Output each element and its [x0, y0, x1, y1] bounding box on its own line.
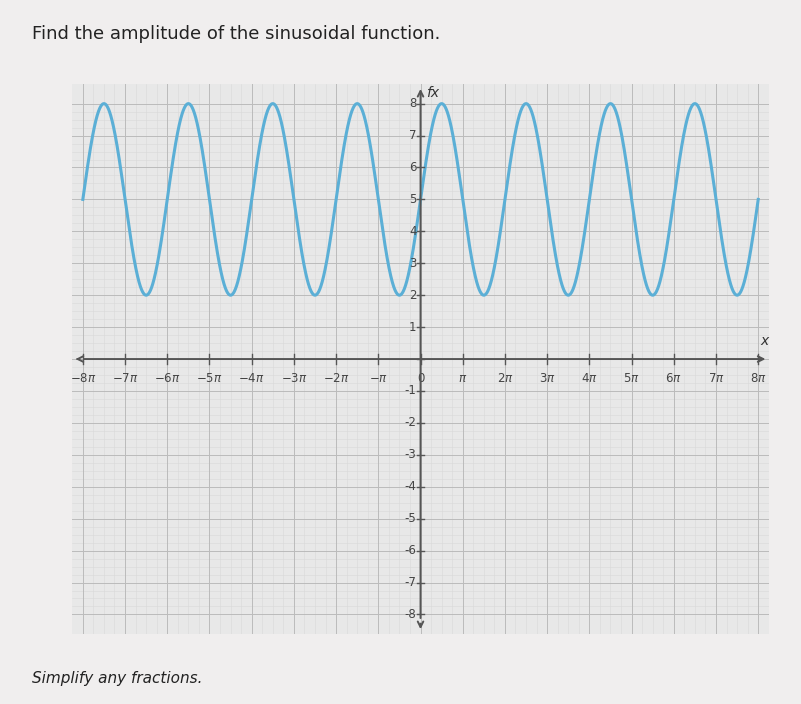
Text: 1: 1 [409, 320, 417, 334]
Text: -4: -4 [405, 480, 417, 494]
Text: 8: 8 [409, 97, 417, 110]
Text: x: x [760, 334, 769, 348]
Text: -8: -8 [405, 608, 417, 621]
Text: -2: -2 [405, 416, 417, 429]
Text: $7π$: $7π$ [707, 372, 724, 385]
Text: -5: -5 [405, 513, 417, 525]
Text: $-6π$: $-6π$ [154, 372, 180, 385]
Text: 5: 5 [409, 193, 417, 206]
Text: $6π$: $6π$ [666, 372, 682, 385]
Text: 6: 6 [409, 161, 417, 174]
Text: -1: -1 [405, 384, 417, 398]
Text: $5π$: $5π$ [623, 372, 640, 385]
Text: $8π$: $8π$ [750, 372, 767, 385]
Text: $-5π$: $-5π$ [196, 372, 223, 385]
Text: 2: 2 [409, 289, 417, 302]
Text: -3: -3 [405, 448, 417, 461]
Text: 3: 3 [409, 257, 417, 270]
Text: $2π$: $2π$ [497, 372, 513, 385]
Text: -7: -7 [405, 576, 417, 589]
Text: $-3π$: $-3π$ [280, 372, 307, 385]
Text: fx: fx [426, 86, 439, 100]
Text: 7: 7 [409, 129, 417, 142]
Text: $-8π$: $-8π$ [70, 372, 96, 385]
Text: 0: 0 [417, 372, 425, 385]
Text: -6: -6 [405, 544, 417, 557]
Text: $-4π$: $-4π$ [239, 372, 265, 385]
Text: Find the amplitude of the sinusoidal function.: Find the amplitude of the sinusoidal fun… [32, 25, 441, 43]
Text: Simplify any fractions.: Simplify any fractions. [32, 672, 203, 686]
Text: $\pi$: $\pi$ [458, 372, 467, 385]
Text: $3π$: $3π$ [539, 372, 556, 385]
Text: $-\pi$: $-\pi$ [368, 372, 388, 385]
Text: $-7π$: $-7π$ [112, 372, 139, 385]
Text: 4: 4 [409, 225, 417, 238]
Text: $-2π$: $-2π$ [323, 372, 349, 385]
Text: $4π$: $4π$ [581, 372, 598, 385]
